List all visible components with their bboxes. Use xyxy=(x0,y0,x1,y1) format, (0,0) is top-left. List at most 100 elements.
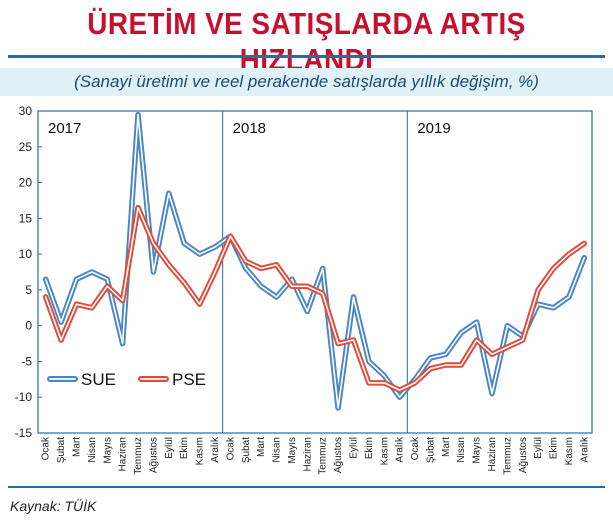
data-point-pse xyxy=(60,339,62,341)
data-point-pse xyxy=(368,382,370,384)
data-point-sue xyxy=(430,357,432,359)
title-divider xyxy=(8,55,605,58)
data-point-pse xyxy=(568,253,570,255)
x-tick-label: Mayıs xyxy=(287,437,298,464)
y-tick-label: 30 xyxy=(19,104,33,118)
x-tick-label: Eylül xyxy=(348,437,359,459)
x-tick-label: Nisan xyxy=(272,437,283,463)
data-point-sue xyxy=(399,396,401,398)
x-tick-label: Temmuz xyxy=(318,437,329,475)
x-tick-label: Ekim xyxy=(549,437,560,459)
data-point-sue xyxy=(553,307,555,309)
data-point-sue xyxy=(383,375,385,377)
footer-divider xyxy=(8,486,605,488)
data-point-pse xyxy=(260,268,262,270)
data-point-sue xyxy=(60,321,62,323)
data-point-pse xyxy=(430,368,432,370)
y-tick-label: 10 xyxy=(19,247,33,261)
chart-axes xyxy=(37,110,593,434)
data-point-pse xyxy=(353,339,355,341)
data-point-sue xyxy=(153,271,155,273)
data-point-pse xyxy=(507,346,509,348)
x-tick-label: Mayıs xyxy=(102,437,113,464)
data-point-sue xyxy=(214,246,216,248)
chart-grid xyxy=(222,111,408,433)
series-line-core-pse xyxy=(44,206,586,391)
data-point-sue xyxy=(76,278,78,280)
x-tick-label: Ağustos xyxy=(518,437,529,473)
y-tick-label: -5 xyxy=(21,354,32,368)
data-point-sue xyxy=(122,343,124,345)
x-tick-label: Kasım xyxy=(564,437,575,465)
x-tick-label: Temmuz xyxy=(502,437,513,475)
data-point-pse xyxy=(106,286,108,288)
data-point-sue xyxy=(568,296,570,298)
x-tick-label: Şubat xyxy=(425,437,436,463)
chart-subtitle: (Sanayi üretimi ve reel perakende satışl… xyxy=(74,72,539,91)
data-point-sue xyxy=(183,243,185,245)
data-point-pse xyxy=(168,264,170,266)
x-tick-label: Ocak xyxy=(410,436,421,460)
data-point-pse xyxy=(491,353,493,355)
y-tick-label: -15 xyxy=(15,426,33,440)
x-tick-label: Mart xyxy=(256,437,267,457)
x-tick-label: Ekim xyxy=(364,437,375,459)
year-labels: 2017 2018 2019 xyxy=(48,120,451,137)
legend-label-sue: SUE xyxy=(81,370,116,389)
data-point-pse xyxy=(399,389,401,391)
data-point-pse xyxy=(291,286,293,288)
data-point-pse xyxy=(153,243,155,245)
data-point-pse xyxy=(45,296,47,298)
series-lines xyxy=(42,111,588,411)
x-tick-label: Eylül xyxy=(533,437,544,459)
data-point-sue xyxy=(91,271,93,273)
data-point-pse xyxy=(522,339,524,341)
data-point-sue xyxy=(245,268,247,270)
chart-title: ÜRETİM VE SATIŞLARDA ARTIŞ HIZLANDI xyxy=(87,6,526,77)
x-tick-label: Haziran xyxy=(487,437,498,471)
data-point-pse xyxy=(553,268,555,270)
data-point-pse xyxy=(137,207,139,209)
x-tick-label: Ağustos xyxy=(333,437,344,473)
year-label: 2019 xyxy=(417,120,450,137)
x-tick-label: Nisan xyxy=(87,437,98,463)
data-point-sue xyxy=(168,192,170,194)
chart-legend: SUE PSE xyxy=(47,370,206,389)
data-point-sue xyxy=(476,321,478,323)
data-point-pse xyxy=(276,264,278,266)
data-point-pse xyxy=(383,382,385,384)
x-tick-label: Ocak xyxy=(41,436,52,460)
x-tick-label: Aralık xyxy=(395,436,406,463)
y-tick-label: -10 xyxy=(15,390,33,404)
data-point-sue xyxy=(307,311,309,313)
data-point-sue xyxy=(584,257,586,259)
x-tick-label: Mayıs xyxy=(472,437,483,464)
data-point-sue xyxy=(460,332,462,334)
data-point-pse xyxy=(230,235,232,237)
data-point-sue xyxy=(106,278,108,280)
x-axis-tick-labels: Ocak Şubat Mart Nisan Mayıs Haziran Temmuz Ağus… xyxy=(41,436,591,475)
data-point-pse xyxy=(122,300,124,302)
x-tick-label: Ağustos xyxy=(148,437,159,473)
data-point-pse xyxy=(414,382,416,384)
data-point-pse xyxy=(584,243,586,245)
y-axis-tick-labels: 30 25 20 15 10 5 0 -5 -10 -15 xyxy=(15,104,33,440)
data-point-pse xyxy=(337,343,339,345)
y-tick-label: 25 xyxy=(19,140,33,154)
y-tick-label: 20 xyxy=(19,176,33,190)
data-point-pse xyxy=(537,289,539,291)
data-point-pse xyxy=(214,271,216,273)
x-tick-label: Şubat xyxy=(56,437,67,463)
y-tick-label: 15 xyxy=(19,211,33,225)
x-tick-label: Nisan xyxy=(456,437,467,463)
x-tick-label: Temmuz xyxy=(133,437,144,475)
data-point-sue xyxy=(537,303,539,305)
data-point-pse xyxy=(476,339,478,341)
data-point-pse xyxy=(199,303,201,305)
chart-subtitle-band: (Sanayi üretimi ve reel perakende satışl… xyxy=(0,68,613,96)
data-point-sue xyxy=(445,353,447,355)
data-point-sue xyxy=(322,268,324,270)
y-tick-label: 5 xyxy=(25,283,32,297)
data-point-sue xyxy=(368,361,370,363)
